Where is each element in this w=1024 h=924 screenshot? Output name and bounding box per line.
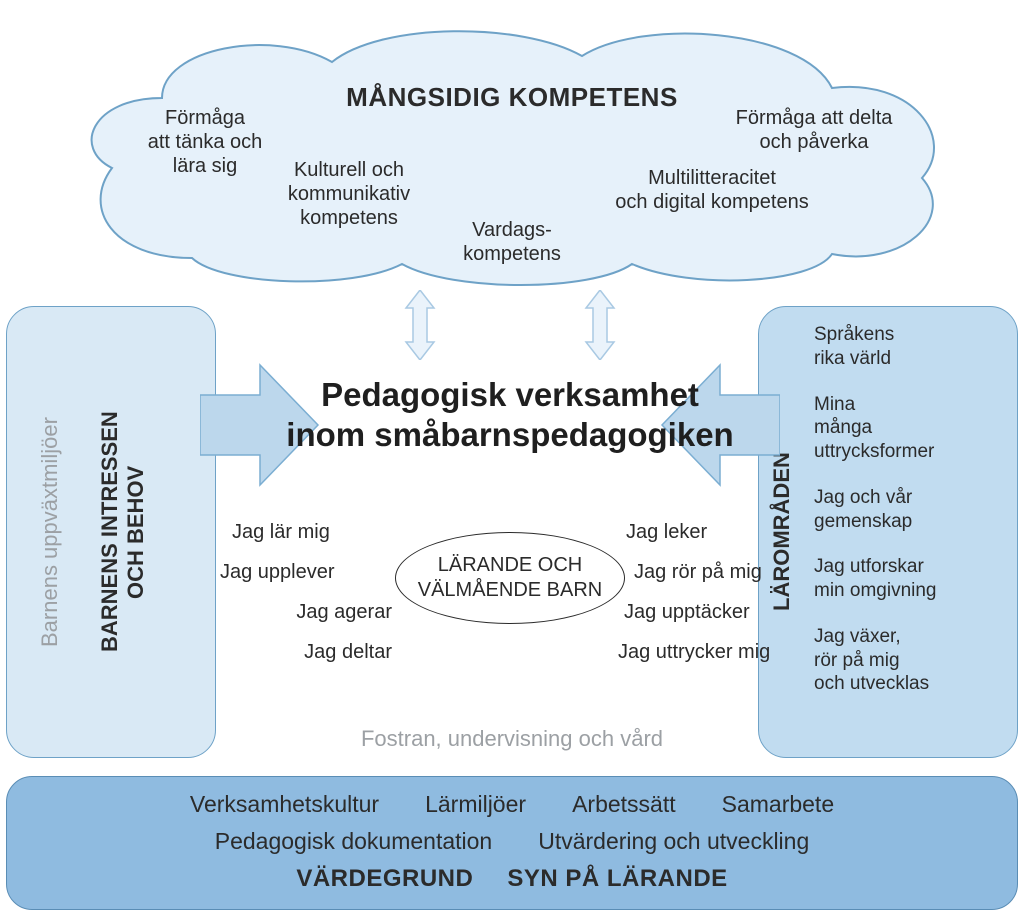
cloud-item-bottom-center: Vardags-kompetens <box>432 218 592 266</box>
bottom-item: Samarbete <box>722 791 835 818</box>
bottom-row-2: Pedagogisk dokumentation Utvärdering och… <box>7 828 1017 855</box>
center-title: Pedagogisk verksamhetinom småbarnspedago… <box>250 375 770 454</box>
cloud-item-mid-right: Multilitteracitetoch digital kompetens <box>602 166 822 214</box>
right-panel-list: Språkensrika värld Minamångauttrycksform… <box>814 323 1003 718</box>
cloud-item-top-right: Förmåga att deltaoch påverka <box>714 106 914 154</box>
center-footer-muted: Fostran, undervisning och vård <box>0 726 1024 752</box>
bottom-item: Lärmiljöer <box>425 791 526 818</box>
list-item: Jag rör på mig <box>634 552 806 592</box>
diagram-stage: MÅNGSIDIG KOMPETENS Förmågaatt tänka och… <box>0 0 1024 924</box>
cloud-item-mid-left: Kulturell ochkommunikativkompetens <box>264 158 434 230</box>
bottom-bar: Verksamhetskultur Lärmiljöer Arbetssätt … <box>6 776 1018 910</box>
bottom-item: Utvärdering och utveckling <box>538 828 809 855</box>
bottom-item-bold: VÄRDEGRUND <box>296 865 473 893</box>
bottom-item: Arbetssätt <box>572 791 676 818</box>
right-item: Minamångauttrycksformer <box>814 393 1003 464</box>
list-item: Jag uttrycker mig <box>618 632 806 672</box>
center-ellipse: LÄRANDE OCHVÄLMÅENDE BARN <box>395 532 625 624</box>
right-item: Jag och vårgemenskap <box>814 486 1003 534</box>
right-item: Jag utforskarmin omgivning <box>814 555 1003 603</box>
center-ellipse-label: LÄRANDE OCHVÄLMÅENDE BARN <box>418 553 603 603</box>
list-item: Jag leker <box>626 512 806 552</box>
bottom-item: Verksamhetskultur <box>190 791 379 818</box>
list-item: Jag upplever <box>220 552 392 592</box>
cloud-region: MÅNGSIDIG KOMPETENS Förmågaatt tänka och… <box>72 28 952 288</box>
double-arrow-icon <box>400 290 440 360</box>
center-left-list: Jag lär mig Jag upplever Jag agerar Jag … <box>232 512 392 672</box>
bottom-item-bold: SYN PÅ LÄRANDE <box>507 865 727 893</box>
right-item: Jag växer,rör på migoch utvecklas <box>814 625 1003 696</box>
list-item: Jag upptäcker <box>624 592 806 632</box>
double-arrow-icon <box>580 290 620 360</box>
bottom-row-1: Verksamhetskultur Lärmiljöer Arbetssätt … <box>7 791 1017 818</box>
center-right-list: Jag leker Jag rör på mig Jag upptäcker J… <box>626 512 806 672</box>
list-item: Jag agerar <box>238 592 392 632</box>
bottom-row-3: VÄRDEGRUND SYN PÅ LÄRANDE <box>7 865 1017 893</box>
list-item: Jag deltar <box>256 632 392 672</box>
list-item: Jag lär mig <box>232 512 392 552</box>
left-panel-gray-label: Barnens uppväxtmiljöer <box>37 402 63 662</box>
left-panel-black-label: BARNENS INTRESSENOCH BEHOV <box>97 402 149 662</box>
left-panel: Barnens uppväxtmiljöer BARNENS INTRESSEN… <box>6 306 216 758</box>
right-item: Språkensrika värld <box>814 323 1003 371</box>
bottom-item: Pedagogisk dokumentation <box>215 828 492 855</box>
